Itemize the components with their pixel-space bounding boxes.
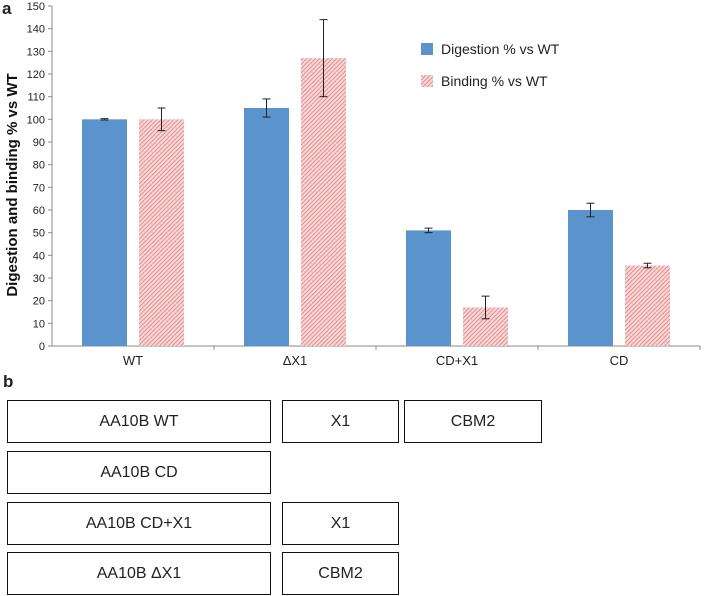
- panel-a-label: a: [2, 0, 12, 18]
- y-tick-label: 0: [39, 341, 45, 353]
- legend-swatch: [421, 75, 433, 87]
- y-tick-label: 50: [33, 228, 45, 240]
- y-axis-label: Digestion and binding % vs WT: [4, 73, 21, 296]
- legend-label: Digestion % vs WT: [441, 41, 560, 57]
- y-tick-label: 120: [27, 69, 45, 81]
- domain-box: CBM2: [404, 400, 542, 443]
- bar-digestion: [406, 230, 451, 346]
- y-tick-label: 20: [33, 296, 45, 308]
- y-tick-label: 70: [33, 182, 45, 194]
- legend-swatch: [421, 43, 433, 55]
- bars-group: [82, 58, 670, 347]
- y-tick-label: 80: [33, 160, 45, 172]
- construct-box: AA10B CD: [7, 451, 271, 494]
- y-axis: 0 10 20 30 40 50 60 70 80 90 100 110 120 130 140 150: [27, 1, 53, 353]
- bar-digestion: [244, 108, 289, 346]
- legend: Digestion % vs WT Binding % vs WT: [421, 41, 560, 89]
- bar-digestion: [82, 119, 127, 346]
- y-tick-label: 10: [33, 318, 45, 330]
- domain-box: X1: [282, 502, 399, 545]
- bar-binding: [139, 119, 184, 346]
- bar-chart: 0 10 20 30 40 50 60 70 80 90 100 110 120 130 140 150 WT…: [4, 1, 701, 368]
- x-tick-label: WT: [123, 353, 143, 368]
- x-tick-label: CD+X1: [436, 353, 478, 368]
- y-tick-label: 90: [33, 137, 45, 149]
- construct-box: AA10B CD+X1: [7, 502, 271, 545]
- bar-binding: [625, 265, 670, 346]
- x-tick-label: CD: [610, 353, 629, 368]
- construct-box: AA10B WT: [7, 400, 271, 443]
- panel-b-label: b: [3, 372, 14, 391]
- x-axis: WT ΔX1 CD+X1 CD: [52, 345, 701, 368]
- domain-box: X1: [282, 400, 399, 443]
- y-tick-label: 130: [27, 46, 45, 58]
- y-tick-label: 150: [27, 1, 45, 13]
- x-tick-label: ΔX1: [283, 353, 308, 368]
- error-bars-group: [100, 19, 652, 320]
- y-tick-label: 100: [27, 114, 45, 126]
- y-tick-label: 110: [27, 92, 45, 104]
- y-tick-label: 30: [33, 273, 45, 285]
- bar-digestion: [568, 210, 613, 346]
- legend-label: Binding % vs WT: [441, 73, 548, 89]
- y-tick-label: 140: [27, 24, 45, 36]
- domain-box: CBM2: [282, 552, 399, 595]
- y-tick-label: 40: [33, 250, 45, 262]
- bar-binding: [301, 58, 346, 347]
- construct-box: AA10B ΔX1: [7, 552, 271, 595]
- y-tick-label: 60: [33, 205, 45, 217]
